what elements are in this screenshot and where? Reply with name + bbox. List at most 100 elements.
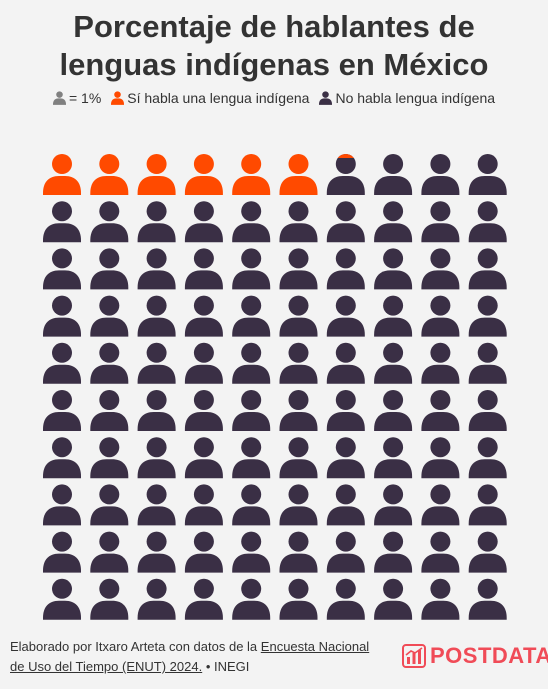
- person-icon: [421, 295, 460, 337]
- person-icon: [421, 201, 460, 243]
- person-icon: [232, 578, 271, 620]
- person-icon: [90, 201, 129, 243]
- person-icon: [137, 484, 176, 526]
- person-icon: [90, 248, 129, 290]
- postdata-logo[interactable]: POSTDATA: [402, 643, 548, 669]
- person-icon: [90, 342, 129, 384]
- person-icon: [279, 154, 318, 195]
- person-icon: [137, 531, 176, 573]
- person-icon: [326, 390, 365, 431]
- person-icon: [137, 295, 176, 337]
- person-icon: [43, 390, 81, 431]
- person-icon: [137, 248, 176, 290]
- person-icon: [184, 390, 223, 431]
- person-icon: [232, 484, 271, 526]
- person-icon: [184, 295, 223, 337]
- legend-not-speaks: No habla lengua indígena: [319, 90, 495, 106]
- person-icon: [374, 578, 413, 620]
- person-icon: [374, 248, 413, 290]
- person-icon: [468, 531, 507, 573]
- person-icon: [43, 201, 81, 243]
- person-icon: [184, 201, 223, 243]
- person-icon: [90, 531, 129, 573]
- person-icon: [111, 91, 125, 105]
- person-icon: [43, 531, 81, 573]
- person-icon: [184, 154, 223, 195]
- person-icon: [319, 91, 333, 105]
- person-icon: [232, 295, 271, 337]
- chart-title: Porcentaje de hablantes de lenguas indíg…: [0, 8, 548, 84]
- person-icon: [43, 154, 81, 195]
- legend-unit: = 1%: [52, 90, 102, 106]
- person-icon: [90, 578, 129, 620]
- person-icon: [43, 484, 81, 526]
- person-icon: [137, 201, 176, 243]
- person-icon: [232, 154, 271, 195]
- person-icon: [326, 578, 365, 620]
- person-icon: [468, 578, 507, 620]
- source-suffix: • INEGI: [205, 659, 250, 674]
- person-icon: [137, 437, 176, 479]
- person-icon: [52, 91, 66, 105]
- person-icon: [374, 342, 413, 384]
- person-icon: [184, 484, 223, 526]
- person-icon: [279, 248, 318, 290]
- credit-text: Elaborado por Itxaro Arteta con datos de…: [10, 639, 258, 654]
- person-icon: [137, 154, 176, 195]
- person-icon: [326, 342, 365, 384]
- person-icon: [468, 248, 507, 290]
- person-icon: [232, 248, 271, 290]
- person-icon: [468, 437, 507, 479]
- person-icon: [137, 390, 176, 431]
- person-icon: [184, 437, 223, 479]
- person-icon: [137, 578, 176, 620]
- person-icon: [184, 342, 223, 384]
- person-icon: [326, 201, 365, 243]
- person-icon: [90, 390, 129, 431]
- person-icon: [279, 437, 318, 479]
- person-icon: [468, 484, 507, 526]
- person-icon: [326, 248, 365, 290]
- person-icon: [374, 154, 413, 195]
- person-icon: [279, 342, 318, 384]
- person-icon: [137, 342, 176, 384]
- person-icon: [468, 390, 507, 431]
- person-icon: [374, 531, 413, 573]
- person-icon: [43, 342, 81, 384]
- person-icon: [374, 201, 413, 243]
- person-icon: [232, 531, 271, 573]
- person-icon: [326, 295, 365, 337]
- bar-chart-icon: [402, 644, 426, 668]
- person-icon: [232, 342, 271, 384]
- person-icon: [421, 531, 460, 573]
- person-icon: [468, 201, 507, 243]
- person-icon: [279, 484, 318, 526]
- person-icon: [43, 437, 81, 479]
- person-icon: [90, 484, 129, 526]
- person-icon: [90, 437, 129, 479]
- person-icon: [232, 390, 271, 431]
- person-icon: [326, 531, 365, 573]
- person-icon: [421, 390, 460, 431]
- person-icon: [232, 201, 271, 243]
- person-icon: [374, 484, 413, 526]
- person-icon: [421, 437, 460, 479]
- person-icon: [279, 531, 318, 573]
- legend-unit-label: = 1%: [68, 90, 102, 106]
- person-icon: [421, 578, 460, 620]
- person-icon: [468, 154, 507, 195]
- person-icon: [421, 484, 460, 526]
- person-icon: [326, 484, 365, 526]
- person-icon: [326, 154, 365, 195]
- footer-credit: Elaborado por Itxaro Arteta con datos de…: [10, 637, 370, 677]
- person-icon: [421, 154, 460, 195]
- person-icon: [43, 295, 81, 337]
- legend: = 1% Sí habla una lengua indígena No hab…: [0, 90, 548, 106]
- person-icon: [232, 437, 271, 479]
- legend-speaks: Sí habla una lengua indígena: [111, 90, 309, 106]
- person-icon: [468, 295, 507, 337]
- person-icon: [90, 295, 129, 337]
- person-icon: [184, 531, 223, 573]
- legend-speaks-label: Sí habla una lengua indígena: [127, 90, 310, 106]
- source-link[interactable]: Encuesta Nacional de Uso del Tiempo (ENU…: [10, 639, 370, 674]
